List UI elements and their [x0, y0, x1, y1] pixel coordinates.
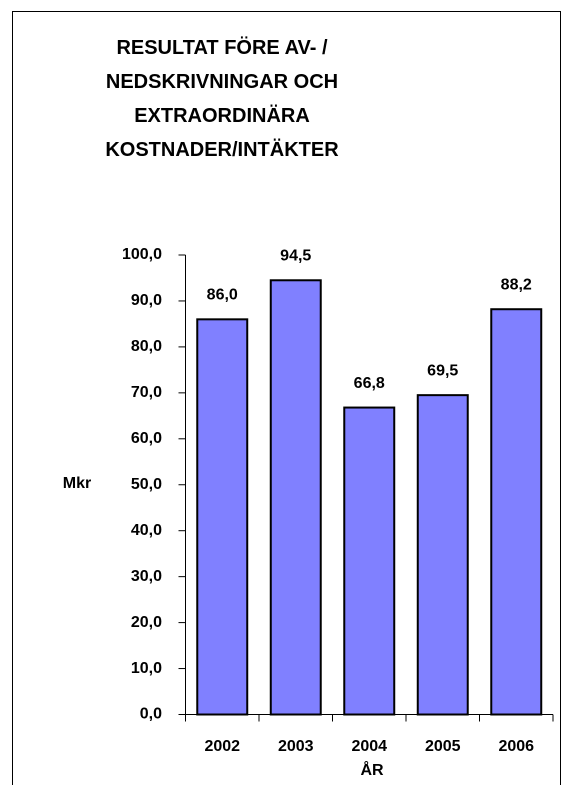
x-tick-label: 2004 — [351, 738, 387, 755]
y-axis-label: Mkr — [63, 475, 91, 492]
y-tick-label: 90,0 — [131, 292, 162, 309]
y-tick-label: 80,0 — [131, 338, 162, 355]
x-axis-label: ÅR — [360, 760, 384, 779]
y-tick-label: 0,0 — [140, 706, 162, 723]
value-label: 88,2 — [501, 276, 532, 293]
bar — [343, 406, 396, 716]
frame — [12, 11, 561, 785]
x-tick-label: 2006 — [498, 738, 534, 755]
x-tick-label: 2005 — [425, 738, 461, 755]
value-label: 86,0 — [207, 287, 238, 304]
x-tick-label: 2002 — [204, 738, 240, 755]
y-tick-label: 60,0 — [131, 430, 162, 447]
bar — [416, 394, 469, 716]
bar — [490, 308, 543, 716]
chart-title: RESULTAT FÖRE AV- / NEDSKRIVNINGAR OCH E… — [105, 37, 339, 161]
value-label: 69,5 — [427, 362, 458, 379]
y-tick-label: 10,0 — [131, 660, 162, 677]
bar — [269, 279, 322, 716]
x-tick-label: 2003 — [278, 738, 314, 755]
y-tick-label: 100,0 — [122, 246, 162, 263]
y-tick-label: 20,0 — [131, 614, 162, 631]
y-tick-label: 40,0 — [131, 522, 162, 539]
bar — [196, 318, 249, 716]
y-tick-label: 30,0 — [131, 568, 162, 585]
y-tick-label: 70,0 — [131, 384, 162, 401]
value-label: 66,8 — [354, 375, 385, 392]
value-label: 94,5 — [280, 247, 311, 264]
y-tick-label: 50,0 — [131, 476, 162, 493]
